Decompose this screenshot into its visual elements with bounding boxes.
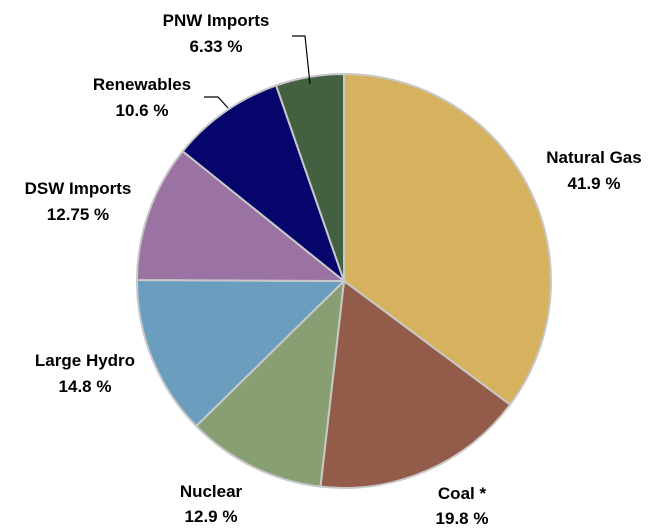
pie-slice-dsw-imports xyxy=(135,149,347,283)
pie-slice-coal xyxy=(319,279,512,490)
leader-lines xyxy=(204,35,311,109)
pie-slice-large-hydro xyxy=(135,279,347,428)
label-coal-name: Coal * xyxy=(438,484,487,503)
label-pnw-imports-value: 6.33 % xyxy=(190,37,243,56)
label-nuclear-value: 12.9 % xyxy=(185,507,238,526)
label-coal-value: 19.8 % xyxy=(436,509,489,528)
pie-slice-nuclear xyxy=(194,278,346,488)
pie-slice-natural-gas xyxy=(343,72,552,407)
label-renewables-name: Renewables xyxy=(93,75,191,94)
label-large-hydro-value: 14.8 % xyxy=(59,377,112,396)
label-natural-gas-name: Natural Gas xyxy=(546,148,641,167)
label-dsw-imports-value: 12.75 % xyxy=(47,205,109,224)
label-large-hydro-name: Large Hydro xyxy=(35,351,135,370)
label-pnw-imports-name: PNW Imports xyxy=(163,11,270,30)
pie-slice-renewables xyxy=(181,84,347,284)
pie-slices xyxy=(135,72,552,490)
label-natural-gas-value: 41.9 % xyxy=(568,174,621,193)
label-dsw-imports-name: DSW Imports xyxy=(25,179,132,198)
label-renewables-value: 10.6 % xyxy=(116,101,169,120)
label-nuclear-name: Nuclear xyxy=(180,482,243,501)
leader-pnw-imports xyxy=(292,35,311,85)
leader-renewables xyxy=(204,96,229,109)
